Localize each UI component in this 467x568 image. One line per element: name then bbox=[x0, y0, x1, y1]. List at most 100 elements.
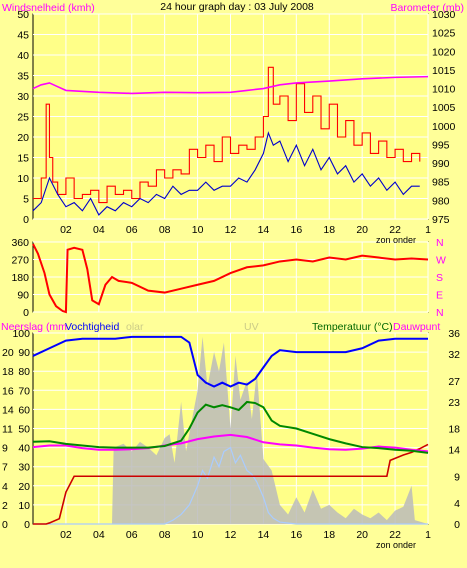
humidity-axis-title: Vochtigheid bbox=[65, 321, 119, 333]
barometer-tick-label: 1015 bbox=[432, 65, 456, 77]
time-tick-label: 22 bbox=[389, 529, 401, 541]
time-tick-label: 10 bbox=[192, 224, 204, 236]
barometer-tick-label: 985 bbox=[432, 177, 450, 189]
series-temperature bbox=[32, 400, 429, 454]
time-tick-label: 08 bbox=[159, 224, 171, 236]
compass-label: N bbox=[436, 237, 444, 249]
wind-tick-label: 0 bbox=[23, 214, 29, 226]
direction-tick-label: 0 bbox=[23, 307, 29, 319]
rain-tick-label: 16 bbox=[2, 385, 14, 397]
compass-label: N bbox=[436, 307, 444, 319]
temperature-tick-label: 0 bbox=[454, 519, 460, 531]
rain-tick-label: 9 bbox=[2, 443, 8, 455]
humidity-tick-label: 80 bbox=[18, 366, 30, 378]
temperature-tick-label: 32 bbox=[448, 349, 460, 361]
barometer-tick-label: 980 bbox=[432, 195, 450, 207]
series-direction bbox=[32, 243, 429, 314]
temperature-tick-label: 4 bbox=[454, 498, 460, 510]
time-tick-label: 18 bbox=[323, 224, 335, 236]
direction-tick-label: 360 bbox=[11, 237, 29, 249]
humidity-tick-label: 70 bbox=[18, 385, 30, 397]
time-tick-label: 14 bbox=[258, 529, 270, 541]
humidity-tick-label: 30 bbox=[18, 462, 30, 474]
time-tick-label: 06 bbox=[126, 529, 138, 541]
compass-label: E bbox=[436, 290, 443, 302]
wind-tick-label: 25 bbox=[17, 112, 29, 124]
series-gust bbox=[33, 66, 421, 204]
barometer-tick-label: 1010 bbox=[432, 84, 456, 96]
rain-tick-label: 2 bbox=[2, 500, 8, 512]
time-tick-label: 20 bbox=[356, 529, 368, 541]
rain-tick-label: 11 bbox=[2, 424, 13, 436]
barometer-tick-label: 975 bbox=[432, 214, 450, 226]
wind-tick-label: 45 bbox=[17, 30, 29, 42]
temperature-tick-label: 36 bbox=[448, 328, 460, 340]
wind-tick-label: 50 bbox=[17, 9, 29, 21]
solar-label: olar bbox=[126, 321, 144, 333]
series-average bbox=[32, 131, 420, 216]
direction-tick-label: 90 bbox=[17, 290, 29, 302]
time-tick-label: 04 bbox=[93, 529, 105, 541]
rain-axis-title: Neerslag (mm bbox=[1, 321, 67, 333]
humidity-tick-label: 20 bbox=[18, 481, 30, 493]
barometer-tick-label: 995 bbox=[432, 139, 450, 151]
time-tick-label: 22 bbox=[389, 224, 401, 236]
area-layer bbox=[33, 336, 428, 524]
time-tick-label: 08 bbox=[159, 529, 171, 541]
humidity-tick-label: 50 bbox=[18, 424, 30, 436]
humidity-tick-label: 0 bbox=[24, 519, 30, 531]
time-tick-label: 14 bbox=[258, 224, 270, 236]
temperature-tick-label: 18 bbox=[448, 424, 460, 436]
wind-tick-label: 5 bbox=[23, 194, 29, 206]
time-tick-label: 16 bbox=[290, 224, 302, 236]
humidity-tick-label: 60 bbox=[18, 404, 30, 416]
direction-tick-label: 270 bbox=[11, 255, 29, 267]
barometer-tick-label: 1020 bbox=[432, 46, 456, 58]
series-layer bbox=[32, 66, 429, 525]
series-uv bbox=[33, 446, 428, 525]
rain-tick-label: 4 bbox=[2, 481, 8, 493]
wind-tick-label: 35 bbox=[17, 71, 29, 83]
series-dewpoint bbox=[32, 433, 429, 453]
temperature-tick-label: 14 bbox=[448, 445, 460, 457]
time-tick-label: 1 bbox=[425, 529, 431, 541]
wind-tick-label: 30 bbox=[17, 91, 29, 103]
temperature-tick-label: 9 bbox=[454, 471, 460, 483]
barometer-tick-label: 1030 bbox=[432, 9, 456, 21]
rain-tick-label: 20 bbox=[2, 347, 14, 359]
humidity-tick-label: 10 bbox=[18, 500, 30, 512]
series-humidity bbox=[32, 335, 428, 388]
time-tick-label: 04 bbox=[93, 224, 105, 236]
humidity-tick-label: 40 bbox=[18, 443, 30, 455]
time-tick-label: 1 bbox=[425, 224, 431, 236]
wind-axis-title: Windsnelheid (kmh) bbox=[2, 2, 95, 14]
series-rain bbox=[33, 443, 429, 525]
rain-tick-label: 14 bbox=[2, 404, 14, 416]
series-barometer bbox=[32, 75, 429, 95]
time-tick-label: 02 bbox=[60, 529, 72, 541]
time-tick-label: 20 bbox=[356, 224, 368, 236]
compass-label: W bbox=[436, 255, 446, 267]
uv-label: UV bbox=[244, 321, 259, 333]
time-tick-label: 06 bbox=[126, 224, 138, 236]
temperature-axis-title: Temperatuur (°C) bbox=[312, 321, 393, 333]
time-tick-label: 16 bbox=[290, 529, 302, 541]
temperature-tick-label: 27 bbox=[448, 376, 460, 388]
barometer-tick-label: 990 bbox=[432, 158, 450, 170]
time-tick-label: 12 bbox=[225, 224, 237, 236]
sunset-label: zon onder bbox=[376, 235, 416, 245]
rain-tick-label: 7 bbox=[2, 462, 8, 474]
rain-tick-label: 0 bbox=[2, 519, 8, 531]
time-tick-label: 18 bbox=[323, 529, 335, 541]
barometer-axis-title: Barometer (mb) bbox=[390, 2, 464, 14]
barometer-tick-label: 1025 bbox=[432, 28, 456, 40]
humidity-tick-label: 100 bbox=[12, 328, 30, 340]
rain-tick-label: 18 bbox=[2, 366, 14, 378]
wind-tick-label: 10 bbox=[17, 173, 29, 185]
time-tick-label: 12 bbox=[225, 529, 237, 541]
temperature-tick-label: 23 bbox=[448, 397, 460, 409]
direction-tick-label: 180 bbox=[11, 272, 29, 284]
humidity-tick-label: 90 bbox=[18, 347, 30, 359]
